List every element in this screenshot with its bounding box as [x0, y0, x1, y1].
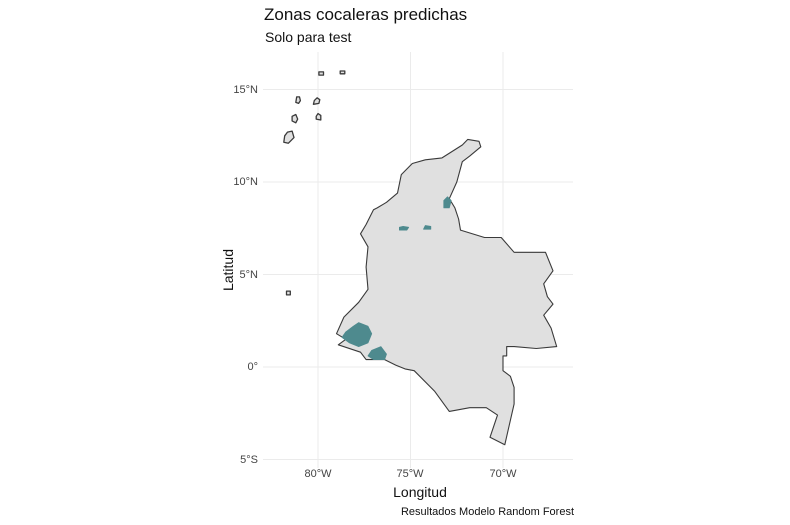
predicted-coca-zone: [341, 322, 373, 348]
predicted-coca-zone: [398, 225, 410, 231]
island-shape: [315, 112, 322, 121]
island-shape: [318, 71, 325, 76]
x-tick-label: 70°W: [489, 468, 517, 480]
x-tick-label: 75°W: [396, 468, 424, 480]
y-tick-label: 10°N: [233, 176, 258, 188]
predicted-zones: [341, 196, 452, 361]
x-tick-label: 80°W: [304, 468, 332, 480]
y-tick-label: 5°N: [239, 269, 258, 281]
island-shape: [291, 113, 299, 124]
island-shape: [312, 97, 321, 105]
y-tick-label: 0°: [247, 361, 258, 373]
y-axis-label: Latitud: [220, 248, 236, 292]
y-tick-label: 15°N: [233, 84, 258, 96]
mainland: [335, 138, 558, 446]
island-shape: [285, 290, 291, 296]
islands: [283, 70, 346, 296]
map-title: Zonas cocaleras predichas: [264, 5, 468, 24]
y-tick-label: 5°S: [240, 454, 258, 466]
predicted-coca-zone: [443, 196, 452, 209]
predicted-coca-zone: [367, 346, 387, 361]
island-shape: [339, 70, 346, 75]
x-axis-label: Longitud: [393, 484, 447, 500]
island-shape: [283, 130, 295, 144]
map-caption: Resultados Modelo Random Forest: [400, 506, 574, 518]
island-shape: [295, 96, 302, 105]
colombia-mainland-shape: [335, 138, 558, 446]
map-subtitle: Solo para test: [265, 29, 352, 45]
predicted-coca-zone: [423, 225, 432, 230]
